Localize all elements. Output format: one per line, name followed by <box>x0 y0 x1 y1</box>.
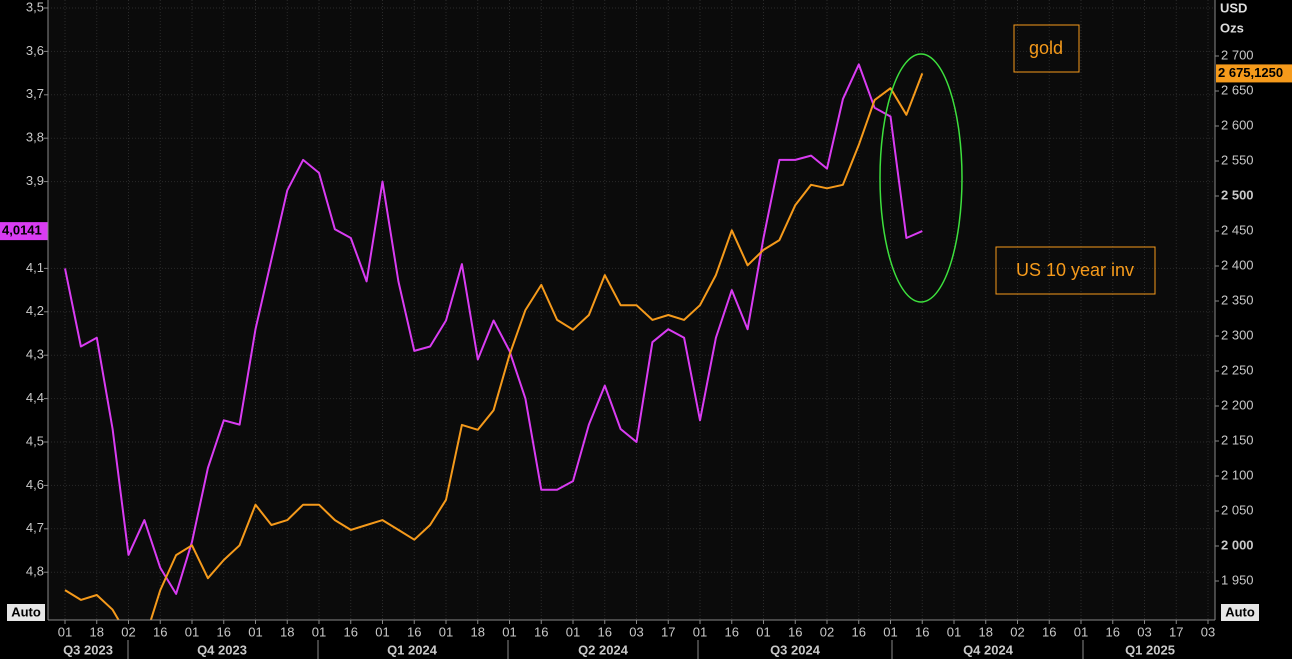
last-value-label: 4,0141 <box>2 223 42 238</box>
x-tick-label: 17 <box>661 624 675 639</box>
series-line <box>64 73 924 620</box>
x-tick-label: 01 <box>693 624 707 639</box>
y-tick-label: 4,6 <box>26 477 44 492</box>
y2-tick-label: 2 700 <box>1221 47 1254 62</box>
y2-tick-label: 2 000 <box>1221 537 1254 552</box>
y2-tick-label: 2 050 <box>1221 502 1254 517</box>
y2-tick-label: 2 150 <box>1221 432 1254 447</box>
quarter-label: Q3 2024 <box>770 642 821 657</box>
y2-tick-label: 1 950 <box>1221 572 1254 587</box>
x-tick-label: 18 <box>90 624 104 639</box>
quarter-label: Q2 2024 <box>578 642 629 657</box>
x-tick-label: 16 <box>1042 624 1056 639</box>
scale-button[interactable] <box>7 604 45 621</box>
y-tick-label: 3,9 <box>26 173 44 188</box>
last-value-tag <box>1216 64 1292 83</box>
quarter-label: Q3 2023 <box>63 642 113 657</box>
y-tick-label: 3,8 <box>26 130 44 145</box>
scale-button[interactable] <box>1221 604 1259 621</box>
x-tick-label: 16 <box>598 624 612 639</box>
x-tick-label: 03 <box>629 624 643 639</box>
x-tick-label: 01 <box>502 624 516 639</box>
y-tick-label: 4,8 <box>26 564 44 579</box>
y-tick-label: 4,7 <box>26 520 44 535</box>
y-tick-label: 3,5 <box>26 0 44 14</box>
y-tick-label: 3,7 <box>26 86 44 101</box>
y2-tick-label: 2 300 <box>1221 327 1254 342</box>
x-tick-label: 01 <box>883 624 897 639</box>
y2-tick-label: 2 350 <box>1221 292 1254 307</box>
legend-box <box>1013 24 1080 73</box>
quarter-label: Q4 2023 <box>197 642 247 657</box>
y2-tick-label: 2 400 <box>1221 257 1254 272</box>
quarter-label: Q1 2024 <box>387 642 438 657</box>
x-tick-label: 01 <box>566 624 580 639</box>
x-tick-label: 01 <box>375 624 389 639</box>
axis-unit: USD <box>1220 0 1247 15</box>
quarter-label: Q1 2025 <box>1125 642 1175 657</box>
x-tick-label: 16 <box>1106 624 1120 639</box>
y2-tick-label: 2 600 <box>1221 117 1254 132</box>
y-tick-label: 4,4 <box>26 390 44 405</box>
legend-label: gold <box>1029 38 1063 58</box>
y-tick-label: 4,1 <box>26 260 44 275</box>
legend-label: US 10 year inv <box>1016 260 1134 280</box>
y2-tick-label: 2 450 <box>1221 222 1254 237</box>
x-tick-label: 17 <box>1169 624 1183 639</box>
y2-tick-label: 2 100 <box>1221 467 1254 482</box>
y-tick-label: 4,2 <box>26 303 44 318</box>
x-tick-label: 01 <box>185 624 199 639</box>
x-tick-label: 16 <box>852 624 866 639</box>
x-tick-label: 16 <box>915 624 929 639</box>
y-tick-label: 4,3 <box>26 347 44 362</box>
x-tick-label: 18 <box>280 624 294 639</box>
x-tick-label: 16 <box>153 624 167 639</box>
y2-tick-label: 2 500 <box>1221 187 1254 202</box>
highlight-ellipse <box>879 53 963 303</box>
y2-tick-label: 2 250 <box>1221 362 1254 377</box>
x-tick-label: 16 <box>725 624 739 639</box>
x-tick-label: 16 <box>344 624 358 639</box>
quarter-label: Q4 2024 <box>963 642 1014 657</box>
scale-button-label[interactable]: Auto <box>11 604 41 619</box>
axis-unit: Ozs <box>1220 20 1244 35</box>
x-tick-label: 01 <box>947 624 961 639</box>
x-tick-label: 16 <box>407 624 421 639</box>
x-tick-label: 01 <box>58 624 72 639</box>
y-tick-label: 3,6 <box>26 43 44 58</box>
x-tick-label: 16 <box>788 624 802 639</box>
x-tick-label: 02 <box>121 624 135 639</box>
last-value-tag <box>0 222 48 241</box>
x-tick-label: 01 <box>312 624 326 639</box>
x-tick-label: 18 <box>471 624 485 639</box>
scale-button-label[interactable]: Auto <box>1225 604 1255 619</box>
legend-box <box>995 246 1156 295</box>
x-tick-label: 01 <box>756 624 770 639</box>
last-value-label: 2 675,1250 <box>1218 65 1283 80</box>
y-tick-label: 4,5 <box>26 433 44 448</box>
x-tick-label: 02 <box>1010 624 1024 639</box>
x-tick-label: 03 <box>1137 624 1151 639</box>
x-tick-label: 01 <box>1074 624 1088 639</box>
plot-area <box>48 0 1215 620</box>
x-tick-label: 18 <box>979 624 993 639</box>
y2-tick-label: 2 200 <box>1221 397 1254 412</box>
x-tick-label: 16 <box>217 624 231 639</box>
x-tick-label: 03 <box>1201 624 1215 639</box>
y2-tick-label: 2 650 <box>1221 82 1254 97</box>
x-tick-label: 01 <box>248 624 262 639</box>
y2-tick-label: 2 550 <box>1221 152 1254 167</box>
series-line <box>64 63 923 595</box>
x-tick-label: 16 <box>534 624 548 639</box>
x-tick-label: 01 <box>439 624 453 639</box>
x-tick-label: 02 <box>820 624 834 639</box>
